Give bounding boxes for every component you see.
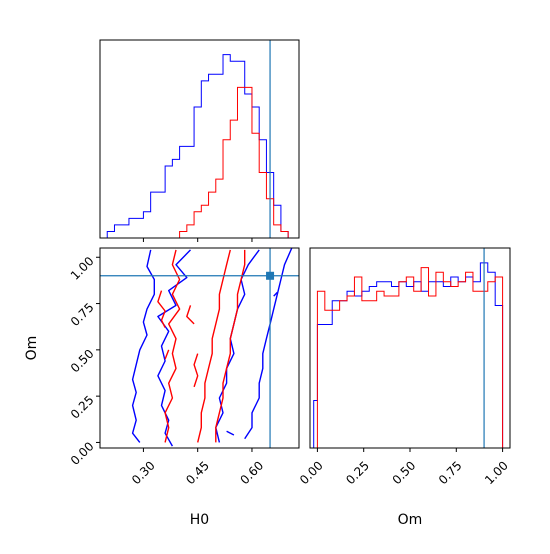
om_hist-xtick-label: 0.50 <box>390 458 419 487</box>
om_hist-xtick-label: 0.75 <box>436 458 465 487</box>
contour-ytick-label: 0.25 <box>68 393 97 422</box>
contour-frame <box>99 247 300 449</box>
contour-line-blue <box>244 248 293 440</box>
contour-line-blue <box>215 249 260 443</box>
contour-line-red <box>164 349 170 360</box>
contour-line-red <box>186 305 195 325</box>
om_hist-xlabel: Om <box>398 512 423 528</box>
om_hist-xtick-label: 0.25 <box>343 458 372 487</box>
contour-xlabel: H0 <box>190 512 209 528</box>
contour-ytick-label: 0.50 <box>68 347 97 376</box>
contour-line-blue <box>226 430 235 436</box>
contour-ytick-label: 1.00 <box>68 254 97 283</box>
contour-line-red <box>215 249 246 443</box>
truth-marker <box>266 271 275 280</box>
om_hist-xtick-label: 0.00 <box>297 458 326 487</box>
h0_hist-series-red <box>100 86 296 238</box>
h0_hist-frame <box>99 39 300 239</box>
contour-line-red <box>193 353 199 388</box>
contour-line-blue <box>131 249 155 443</box>
contour-line-red <box>197 249 231 443</box>
contour-ytick-label: 0.75 <box>68 300 97 329</box>
contour-ylabel: Om <box>24 336 40 361</box>
contour-line-red <box>157 290 166 328</box>
om_hist-series-blue <box>310 262 510 448</box>
om_hist-xtick-label: 1.00 <box>482 458 511 487</box>
contour-line-red <box>164 249 181 443</box>
contour-xtick-label: 0.60 <box>238 458 267 487</box>
h0_hist-series-blue <box>100 54 296 238</box>
contour-xtick-label: 0.30 <box>129 458 158 487</box>
om_hist-series-red <box>310 267 510 448</box>
contour-ytick-label: 0.00 <box>68 439 97 468</box>
contour-line-blue <box>273 291 278 297</box>
contour-xtick-label: 0.45 <box>183 458 212 487</box>
